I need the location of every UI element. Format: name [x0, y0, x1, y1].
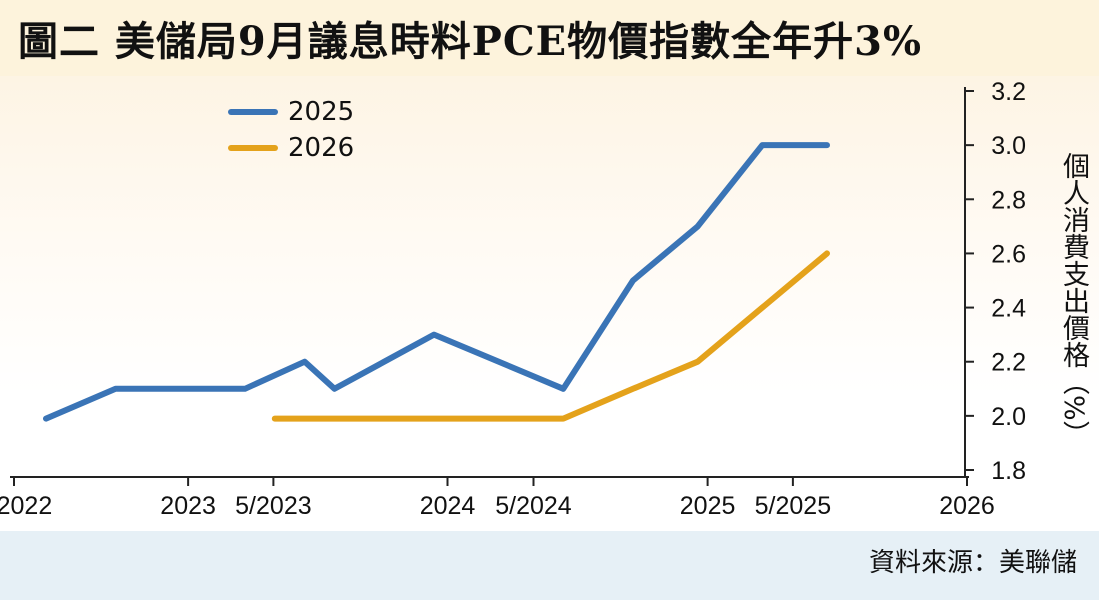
x-tick-label: 2025 — [680, 492, 736, 520]
footer-bar — [0, 531, 1099, 600]
y-tick-label: 3.2 — [991, 78, 1026, 106]
plot-background — [0, 76, 1099, 531]
legend-label-2025: 2025 — [288, 97, 355, 127]
legend-swatch-2026 — [228, 145, 278, 151]
y-tick-label: 2.6 — [991, 240, 1026, 268]
y-tick-label: 2.8 — [991, 186, 1026, 214]
y-tick-label: 1.8 — [991, 457, 1026, 485]
x-tick-label: 5/2025 — [755, 492, 831, 520]
y-axis-label: 個人消費支出價格（%） — [1058, 152, 1089, 448]
legend-label-2026: 2026 — [288, 133, 355, 163]
source-note: 資料來源：美聯儲 — [868, 548, 1077, 578]
x-tick-label: 5/2022 — [0, 492, 52, 520]
y-tick-label: 2.2 — [991, 349, 1026, 377]
series-line-2025 — [43, 142, 830, 422]
chart-title: 圖二 美儲局9月議息時料PCE物價指數全年升3% — [18, 18, 922, 65]
x-tick-label: 5/2024 — [495, 492, 572, 520]
series-line-2026 — [271, 250, 830, 422]
x-tick-label: 2023 — [160, 492, 216, 520]
x-tick-label: 2024 — [420, 492, 476, 520]
legend-swatch-2025 — [228, 109, 278, 115]
x-tick-label: 2026 — [939, 492, 995, 520]
y-tick-label: 3.0 — [991, 132, 1026, 160]
y-tick-label: 2.4 — [991, 295, 1026, 323]
x-tick-label: 5/2023 — [235, 492, 311, 520]
y-tick-label: 2.0 — [991, 403, 1026, 431]
title-bar: 圖二 美儲局9月議息時料PCE物價指數全年升3% — [0, 0, 1099, 77]
